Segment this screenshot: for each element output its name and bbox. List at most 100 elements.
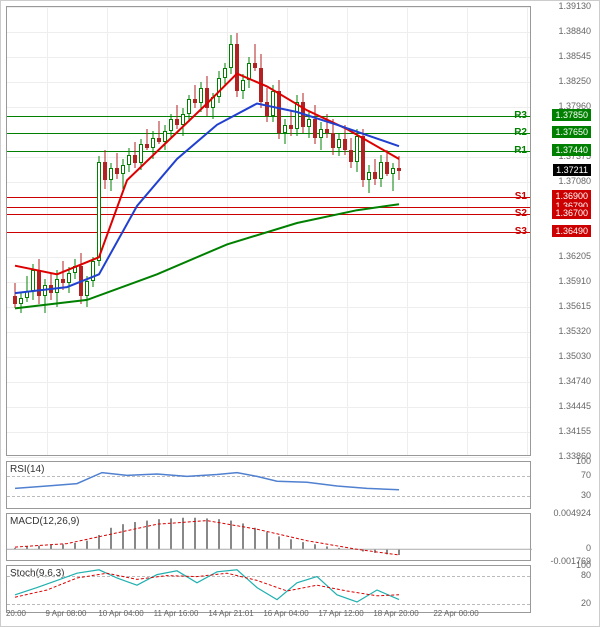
macd-hist-bar — [314, 544, 316, 549]
macd-hist-bar — [134, 522, 136, 549]
y-tick: 1.34155 — [558, 426, 591, 436]
candlestick — [331, 7, 335, 457]
candlestick — [43, 7, 47, 457]
candlestick — [379, 7, 383, 457]
level-price-R3: 1.37850 — [552, 109, 591, 121]
candlestick — [19, 7, 23, 457]
y-tick: 1.35030 — [558, 351, 591, 361]
candlestick — [199, 7, 203, 457]
y-tick: 1.35320 — [558, 326, 591, 336]
y-tick: 1.38840 — [558, 26, 591, 36]
candlestick — [343, 7, 347, 457]
candlestick — [223, 7, 227, 457]
candlestick — [289, 7, 293, 457]
candlestick — [103, 7, 107, 457]
level-label-S1: S1 — [515, 191, 527, 202]
stoch-k-line — [15, 570, 399, 602]
candlestick — [49, 7, 53, 457]
candlestick — [187, 7, 191, 457]
x-tick: 11 Apr 16:00 — [154, 609, 199, 618]
x-tick: 17 Apr 12:00 — [318, 609, 363, 618]
y-tick: 1.38545 — [558, 51, 591, 61]
candlestick — [193, 7, 197, 457]
macd-hist-bar — [218, 519, 220, 549]
candlestick — [349, 7, 353, 457]
x-tick: 18 Apr 20:00 — [373, 609, 418, 618]
y-tick: 1.39130 — [558, 1, 591, 11]
macd-hist-bar — [14, 548, 16, 549]
level-price-R2: 1.37650 — [552, 126, 591, 138]
candlestick — [229, 7, 233, 457]
rsi-line — [15, 473, 399, 490]
y-tick: 1.34445 — [558, 401, 591, 411]
macd-hist-bar — [38, 546, 40, 550]
candlestick — [115, 7, 119, 457]
candlestick — [121, 7, 125, 457]
macd-y-axis: -0.00176900.004924 — [529, 513, 594, 561]
candlestick — [109, 7, 113, 457]
candlestick — [91, 7, 95, 457]
macd-hist-bar — [374, 549, 376, 553]
x-tick: 10 Apr 04:00 — [98, 609, 143, 618]
ind-tick: 80 — [581, 570, 591, 580]
y-tick: 1.36205 — [558, 251, 591, 261]
ind-tick: 20 — [581, 598, 591, 608]
candlestick — [151, 7, 155, 457]
macd-hist-bar — [26, 546, 28, 549]
macd-hist-bar — [230, 521, 232, 550]
level-price-S2: 1.36700 — [552, 207, 591, 219]
candlestick — [175, 7, 179, 457]
ind-tick: 100 — [576, 456, 591, 466]
candlestick — [307, 7, 311, 457]
candlestick — [13, 7, 17, 457]
candlestick — [391, 7, 395, 457]
candlestick — [367, 7, 371, 457]
stoch-panel[interactable]: Stoch(9,6,3) — [6, 565, 531, 613]
candlestick — [85, 7, 89, 457]
macd-hist-bar — [182, 518, 184, 550]
x-tick: 14 Apr 21:01 — [208, 609, 253, 618]
candlestick — [271, 7, 275, 457]
level-label-S2: S2 — [515, 208, 527, 219]
level-label-R3: R3 — [514, 110, 527, 121]
rsi-panel[interactable]: RSI(14) — [6, 461, 531, 509]
macd-hist-bar — [242, 523, 244, 549]
candlestick — [337, 7, 341, 457]
indicator-label: Stoch(9,6,3) — [10, 568, 64, 579]
macd-hist-bar — [158, 519, 160, 549]
rsi-y-axis: 3070100 — [529, 461, 594, 509]
candlestick — [205, 7, 209, 457]
level-price-R1: 1.37440 — [552, 144, 591, 156]
candlestick — [145, 7, 149, 457]
macd-panel[interactable]: MACD(12,26,9) — [6, 513, 531, 561]
candlestick — [265, 7, 269, 457]
price-chart-panel[interactable]: R3R2R1S1S2S3 — [6, 6, 531, 456]
candlestick — [127, 7, 131, 457]
candlestick — [163, 7, 167, 457]
indicator-label: MACD(12,26,9) — [10, 516, 79, 527]
ind-tick: 100 — [576, 560, 591, 570]
x-tick: 20:00 — [6, 609, 26, 618]
candlestick — [217, 7, 221, 457]
y-tick: 1.38250 — [558, 76, 591, 86]
level-label-R1: R1 — [514, 145, 527, 156]
candlestick — [325, 7, 329, 457]
x-tick: 9 Apr 08:00 — [46, 609, 87, 618]
candlestick — [313, 7, 317, 457]
candlestick — [283, 7, 287, 457]
candlestick — [139, 7, 143, 457]
x-tick: 22 Apr 00:00 — [433, 609, 478, 618]
candlestick — [385, 7, 389, 457]
macd-hist-bar — [62, 544, 64, 549]
level-label-R2: R2 — [514, 127, 527, 138]
macd-hist-bar — [362, 549, 364, 551]
macd-hist-bar — [206, 518, 208, 549]
x-tick: 16 Apr 04:00 — [263, 609, 308, 618]
candlestick — [211, 7, 215, 457]
y-tick: 1.35910 — [558, 276, 591, 286]
macd-hist-bar — [254, 528, 256, 550]
macd-hist-bar — [386, 549, 388, 554]
candlestick — [295, 7, 299, 457]
y-tick: 1.37080 — [558, 176, 591, 186]
candlestick — [67, 7, 71, 457]
